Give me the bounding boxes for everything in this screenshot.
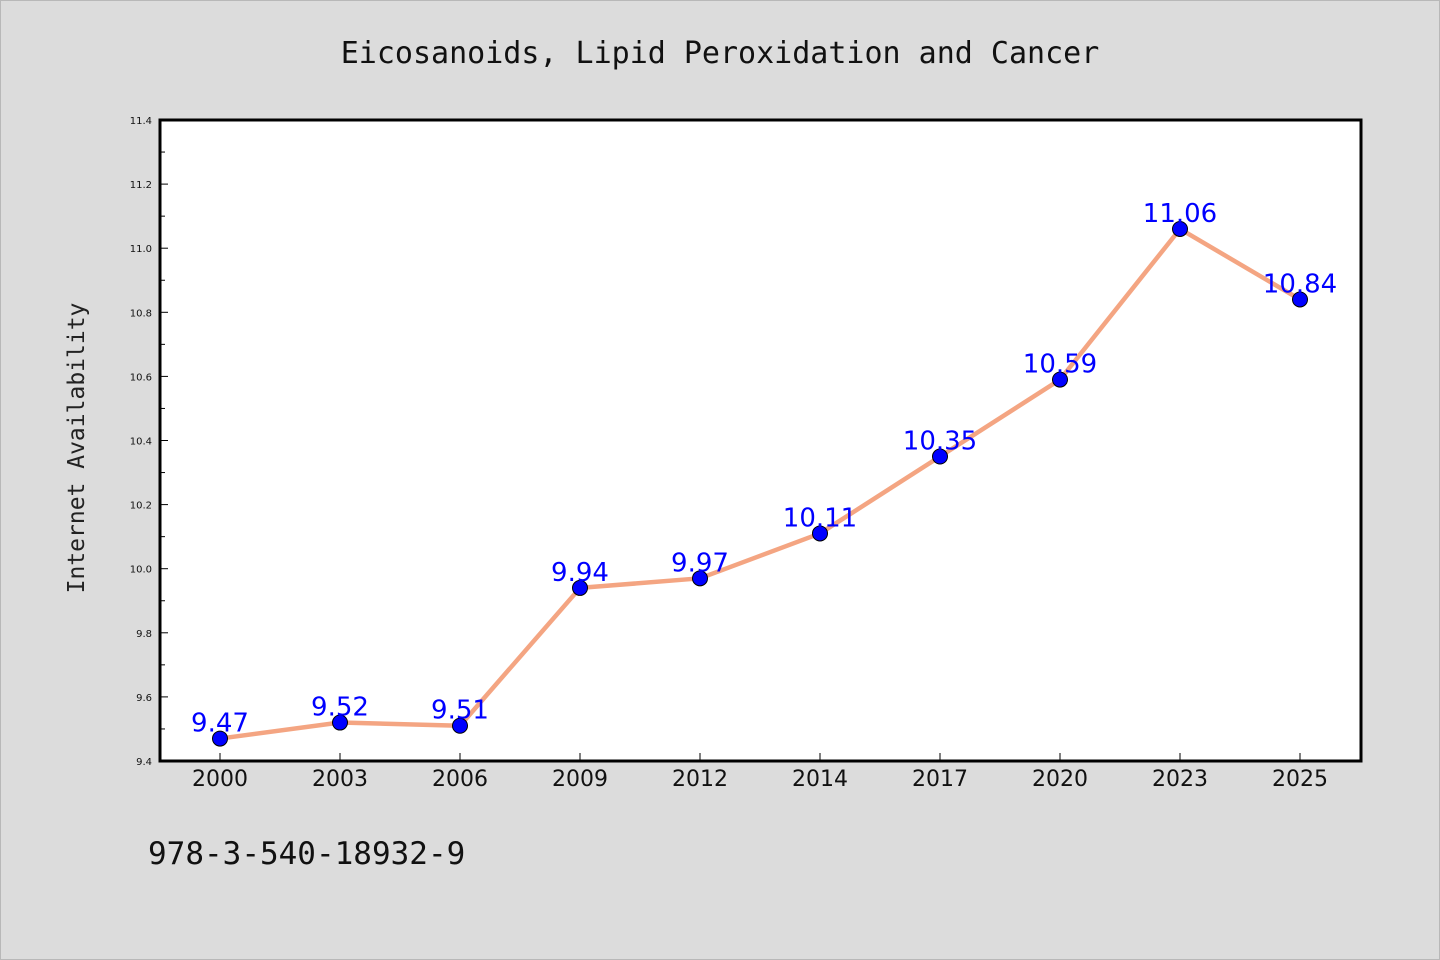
data-label: 11.06 xyxy=(1143,199,1217,229)
data-label: 9.47 xyxy=(191,709,249,739)
y-tick-label: 10.2 xyxy=(130,501,152,512)
x-tick-label: 2025 xyxy=(1272,767,1328,792)
data-point xyxy=(812,525,828,542)
data-label: 9.94 xyxy=(551,558,609,588)
chart-marks: 9.4 9.6 9.8 10.0 10.2 10.4 10.6 10.8 11.0 11.2 11.… xyxy=(130,116,1337,792)
data-point xyxy=(1052,371,1068,388)
x-tick-label: 2020 xyxy=(1032,767,1088,792)
x-tick-label: 2012 xyxy=(672,767,728,792)
plot-area xyxy=(160,120,1361,761)
y-tick-label: 9.8 xyxy=(136,629,152,640)
x-tick-label: 2000 xyxy=(192,767,248,792)
y-tick-label: 10.0 xyxy=(130,565,152,576)
y-tick-label: 10.6 xyxy=(130,372,152,383)
data-label: 9.51 xyxy=(431,696,489,726)
data-point xyxy=(212,730,228,747)
chart-title: Eicosanoids, Lipid Peroxidation and Canc… xyxy=(341,36,1100,71)
x-tick-label: 2003 xyxy=(312,767,368,792)
plot-border xyxy=(158,118,1363,763)
y-tick-label: 9.4 xyxy=(136,757,152,768)
data-point xyxy=(452,717,468,734)
footnote-isbn: 978-3-540-18932-9 xyxy=(148,836,465,872)
y-tick-label: 11.4 xyxy=(130,116,152,127)
data-point xyxy=(1172,220,1188,237)
y-tick-label: 11.2 xyxy=(130,180,152,191)
data-label: 9.52 xyxy=(311,693,369,723)
y-tick-label: 10.8 xyxy=(130,308,152,319)
data-point xyxy=(572,579,588,596)
y-tick-label: 10.4 xyxy=(130,437,152,448)
data-label: 10.59 xyxy=(1023,350,1097,380)
data-point xyxy=(1292,291,1308,308)
y-tick-label: 9.6 xyxy=(136,693,152,704)
data-point xyxy=(692,570,708,587)
y-axis-label: Internet Availability xyxy=(64,303,90,594)
data-point xyxy=(332,714,348,731)
y-tick-label: 11.0 xyxy=(130,244,152,255)
data-point xyxy=(932,448,948,465)
x-tick-label: 2023 xyxy=(1152,767,1208,792)
x-tick-label: 2017 xyxy=(912,767,968,792)
data-label: 10.35 xyxy=(903,427,977,457)
series-line xyxy=(217,226,1303,741)
x-tick-label: 2009 xyxy=(552,767,608,792)
data-label: 10.11 xyxy=(783,503,857,533)
x-tick-label: 2014 xyxy=(792,767,848,792)
data-label: 9.97 xyxy=(671,548,729,578)
data-label: 10.84 xyxy=(1263,269,1337,299)
x-tick-label: 2006 xyxy=(432,767,488,792)
